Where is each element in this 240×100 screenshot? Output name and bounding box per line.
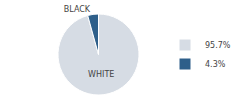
svg-text:4.3%: 4.3% [205, 60, 226, 69]
svg-text:95.7%: 95.7% [205, 41, 231, 50]
svg-text:WHITE: WHITE [88, 70, 114, 79]
svg-text:BLACK: BLACK [64, 5, 91, 14]
